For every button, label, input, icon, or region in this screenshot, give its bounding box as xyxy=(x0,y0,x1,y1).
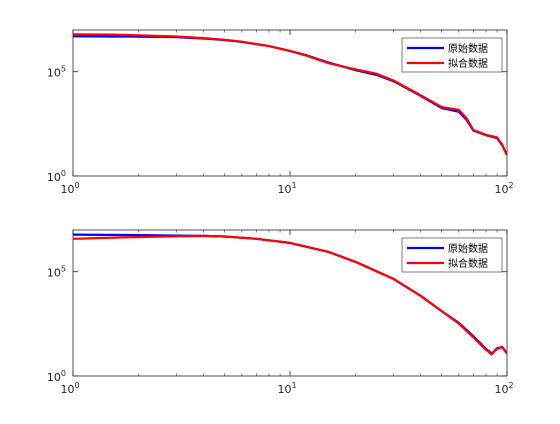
x-tick-label: 102 xyxy=(494,181,513,196)
series-line-2 xyxy=(73,234,507,356)
x-tick-label: 101 xyxy=(277,381,296,396)
legend-label: 拟合数据 xyxy=(448,257,488,270)
series-line-2 xyxy=(73,33,507,156)
x-tick-label: 101 xyxy=(277,181,296,196)
y-tick-label: 105 xyxy=(47,265,66,280)
x-tick-label: 102 xyxy=(494,381,513,396)
legend-label: 原始数据 xyxy=(448,242,488,255)
y-tick-label: 100 xyxy=(47,369,66,384)
legend-box xyxy=(401,37,503,73)
x-tick-label: 100 xyxy=(60,381,79,396)
y-tick-label: 100 xyxy=(47,169,66,184)
x-tick-label: 100 xyxy=(60,181,79,196)
legend-label: 拟合数据 xyxy=(448,57,488,70)
legend-label: 原始数据 xyxy=(448,42,488,55)
y-tick-label: 105 xyxy=(47,65,66,80)
legend-box xyxy=(401,237,503,273)
